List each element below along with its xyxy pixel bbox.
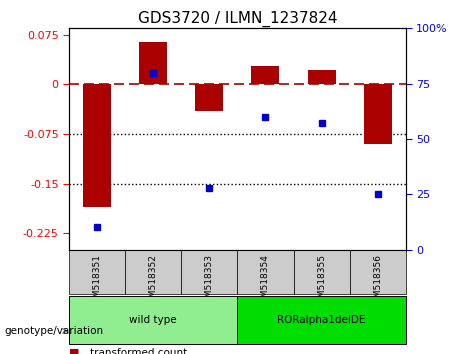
Text: GSM518355: GSM518355 bbox=[317, 254, 326, 309]
Text: ■: ■ bbox=[69, 348, 80, 354]
FancyBboxPatch shape bbox=[349, 250, 406, 294]
Text: RORalpha1delDE: RORalpha1delDE bbox=[278, 315, 366, 325]
Bar bbox=[195, 85, 224, 111]
FancyBboxPatch shape bbox=[294, 250, 349, 294]
Text: wild type: wild type bbox=[130, 315, 177, 325]
Text: GSM518353: GSM518353 bbox=[205, 254, 214, 309]
FancyBboxPatch shape bbox=[69, 250, 125, 294]
Bar bbox=[251, 66, 279, 85]
Bar bbox=[139, 41, 167, 85]
Text: genotype/variation: genotype/variation bbox=[5, 326, 104, 336]
Title: GDS3720 / ILMN_1237824: GDS3720 / ILMN_1237824 bbox=[138, 11, 337, 27]
Text: GSM518356: GSM518356 bbox=[373, 254, 382, 309]
FancyBboxPatch shape bbox=[237, 250, 294, 294]
Bar bbox=[83, 85, 111, 207]
Text: transformed count: transformed count bbox=[90, 348, 187, 354]
FancyBboxPatch shape bbox=[69, 296, 237, 344]
FancyBboxPatch shape bbox=[181, 250, 237, 294]
Text: GSM518351: GSM518351 bbox=[93, 254, 102, 309]
Bar bbox=[307, 70, 336, 85]
Text: GSM518352: GSM518352 bbox=[149, 254, 158, 309]
FancyBboxPatch shape bbox=[125, 250, 181, 294]
Text: GSM518354: GSM518354 bbox=[261, 254, 270, 309]
Bar bbox=[364, 85, 392, 144]
FancyBboxPatch shape bbox=[237, 296, 406, 344]
